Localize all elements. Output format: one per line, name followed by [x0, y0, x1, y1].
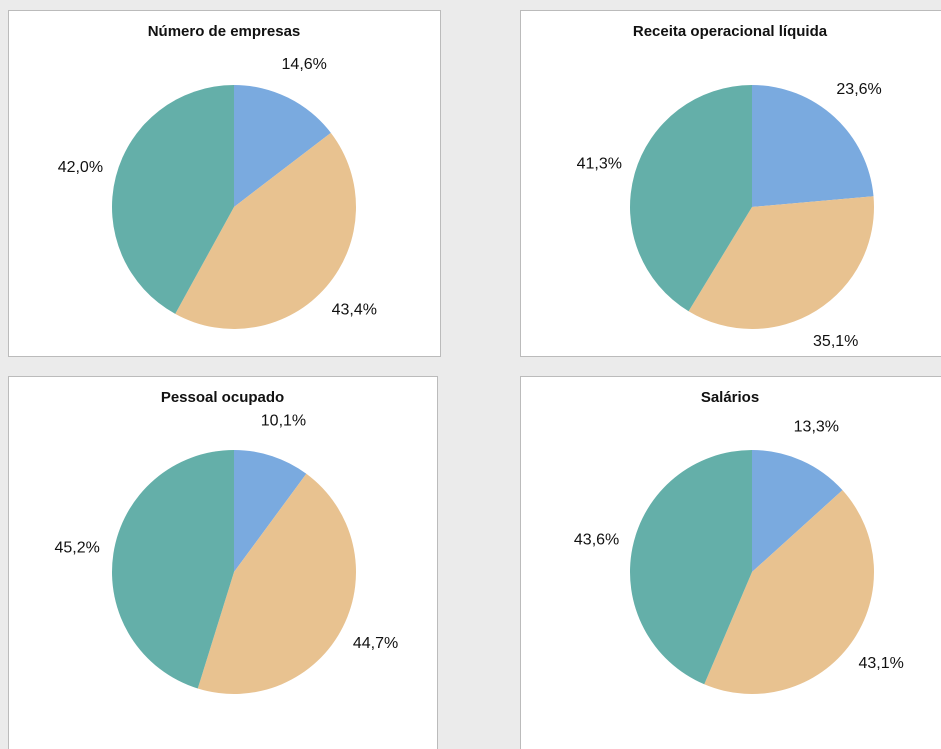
slice-label: 45,2% [55, 539, 100, 556]
slice-label: 44,7% [353, 635, 398, 652]
pie-slice [629, 450, 752, 685]
pie-slice [112, 85, 234, 314]
pie-slice [752, 450, 843, 572]
pie-slice [752, 85, 874, 207]
slice-label: 43,6% [574, 532, 619, 549]
pie-slice [630, 85, 752, 312]
slice-label: 41,3% [577, 155, 622, 172]
chart-title: Receita operacional líquida [633, 23, 828, 40]
slice-label: 35,1% [813, 333, 858, 350]
pie-slice [112, 450, 234, 689]
slice-label: 43,1% [858, 655, 903, 672]
chart-title: Número de empresas [148, 23, 301, 40]
chart-title: Salários [701, 389, 759, 406]
pie-slice [688, 196, 875, 329]
slice-label: 10,1% [261, 413, 306, 430]
pie-slice [704, 490, 874, 695]
slice-label: 43,4% [332, 302, 377, 319]
slice-label: 13,3% [794, 418, 839, 435]
pie-slice [175, 132, 356, 329]
chart-title: Pessoal ocupado [161, 389, 284, 406]
slice-label: 42,0% [58, 159, 103, 176]
pie-slice [234, 450, 307, 572]
slice-label: 14,6% [282, 56, 327, 73]
pie-slice [197, 473, 356, 694]
slice-label: 23,6% [836, 81, 881, 98]
pie-slice [234, 85, 331, 207]
